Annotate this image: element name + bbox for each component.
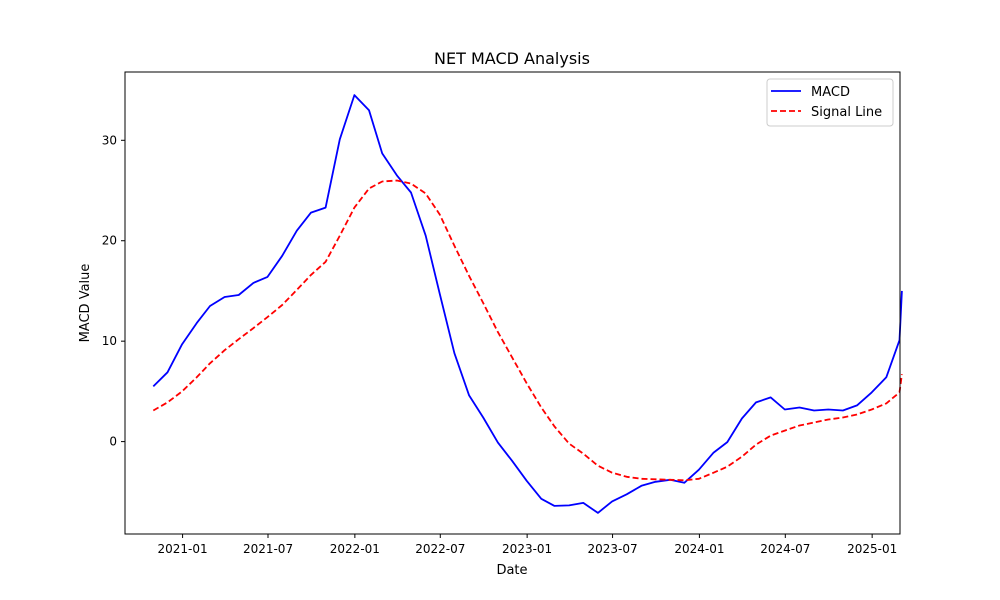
chart-title: NET MACD Analysis <box>434 49 590 68</box>
legend-signal-label: Signal Line <box>811 105 882 120</box>
y-tick-label: 20 <box>102 234 117 248</box>
x-tick-label: 2023-01 <box>502 542 552 556</box>
macd-series <box>152 94 903 514</box>
x-axis-ticks: 2021-01 2021-07 2022-01 2022-07 2023-01 2023-… <box>158 534 897 556</box>
series-layer <box>152 94 903 514</box>
x-tick-label: 2022-01 <box>330 542 380 556</box>
y-axis-label: MACD Value <box>78 264 93 343</box>
axes-frame <box>124 71 901 535</box>
y-tick-label: 0 <box>109 435 117 449</box>
x-tick-label: 2021-01 <box>158 542 208 556</box>
y-tick-label: 30 <box>102 133 117 147</box>
x-tick-label: 2024-01 <box>674 542 724 556</box>
legend: MACD Signal Line <box>766 78 894 127</box>
legend-macd-label: MACD <box>811 85 850 100</box>
x-axis-label: Date <box>496 563 527 578</box>
plot-area <box>124 71 903 535</box>
x-tick-label: 2022-07 <box>415 542 465 556</box>
x-tick-label: 2025-01 <box>847 542 897 556</box>
x-tick-label: 2023-07 <box>587 542 637 556</box>
x-tick-label: 2024-07 <box>760 542 810 556</box>
y-axis-ticks: 0 10 20 30 <box>102 133 125 449</box>
signal-line-series <box>152 179 903 482</box>
x-tick-label: 2021-07 <box>243 542 293 556</box>
y-tick-label: 10 <box>102 334 117 348</box>
